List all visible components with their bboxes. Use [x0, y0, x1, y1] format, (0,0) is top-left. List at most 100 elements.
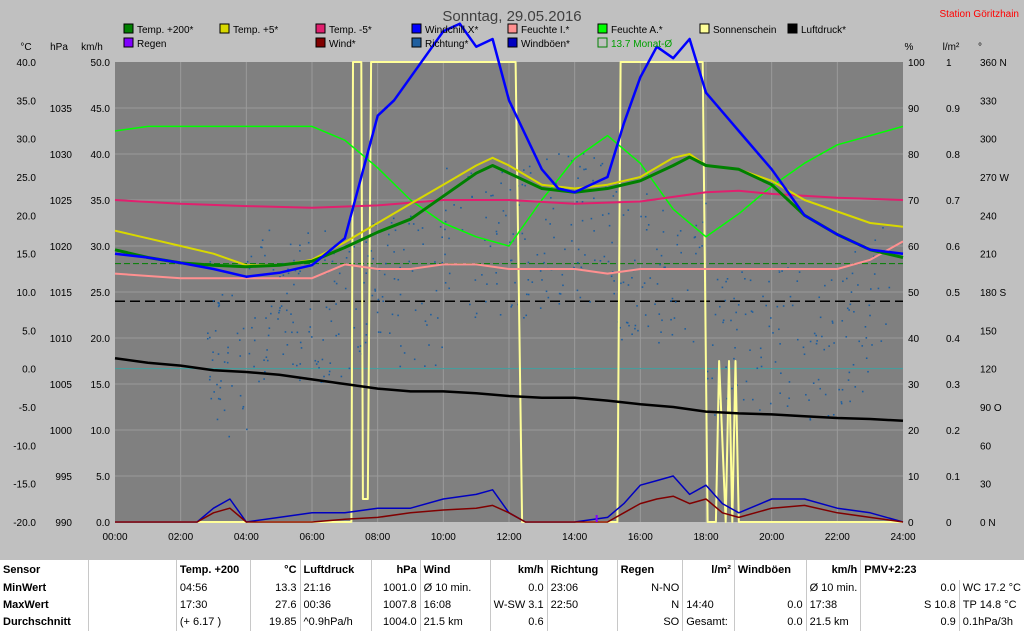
wind-direction-point	[641, 286, 644, 288]
wind-direction-point	[460, 206, 462, 209]
wind-direction-point	[485, 300, 487, 303]
wind-direction-point	[869, 288, 872, 290]
wind-direction-point	[725, 366, 727, 369]
wind-direction-point	[413, 358, 416, 361]
wind-direction-point	[824, 393, 827, 396]
wind-direction-point	[823, 348, 826, 351]
wind-direction-point	[246, 428, 248, 431]
wind-direction-point	[885, 323, 887, 325]
wind-direction-point	[441, 346, 443, 349]
wind-direction-point	[299, 250, 301, 252]
wind-direction-point	[711, 344, 714, 346]
wind-direction-point	[816, 340, 818, 342]
series-line-sonnenschein	[115, 61, 903, 523]
axis-unit-unit_rain: l/m²	[943, 42, 960, 53]
wind-direction-point	[217, 353, 220, 355]
wind-direction-point	[573, 266, 575, 269]
wind-direction-point	[607, 212, 610, 215]
wind-direction-point	[260, 246, 262, 248]
wind-direction-point	[774, 361, 777, 363]
wind-direction-point	[737, 304, 740, 306]
wind-direction-point	[854, 386, 857, 388]
wind-direction-point	[769, 317, 772, 319]
weather-chart: Sonntag, 29.05.2016 Station Göritzhain °C h…	[13, 8, 1019, 543]
temp-tick-label: 35.0	[17, 96, 37, 107]
wind-direction-point	[706, 370, 709, 373]
stats-cell: W-SW 3.1	[489, 597, 548, 615]
hpa-tick-label: 1005	[50, 380, 73, 391]
wind-direction-point	[553, 236, 555, 239]
wind-direction-point	[216, 383, 218, 386]
wind-direction-point	[634, 327, 636, 330]
wind-direction-point	[833, 342, 835, 344]
stats-cell: Ø 10 min.	[419, 580, 491, 598]
wind-direction-point	[484, 239, 486, 241]
wind-direction-point	[524, 184, 527, 187]
wind-direction-point	[842, 280, 844, 283]
wind-direction-point	[671, 333, 674, 336]
legend-item: Temp. -5*	[315, 23, 372, 36]
wind-direction-point	[831, 322, 834, 324]
wind-direction-point	[622, 214, 625, 216]
wind-direction-point	[317, 360, 319, 363]
stats-cell: 04:56	[175, 580, 251, 598]
wind-direction-point	[329, 362, 332, 364]
hpa-tick-label: 990	[55, 518, 72, 529]
deg-tick-label: 60	[980, 441, 992, 452]
wind-direction-point	[509, 241, 511, 244]
wind-direction-point	[266, 359, 269, 362]
wind-direction-point	[345, 257, 348, 259]
rain-tick-label: 0.4	[946, 334, 960, 345]
wind-direction-point	[845, 277, 848, 280]
wind-direction-point	[428, 344, 430, 346]
legend-swatch	[315, 23, 326, 34]
wind-direction-point	[439, 226, 442, 228]
wind-direction-point	[400, 345, 402, 347]
wind-direction-point	[647, 224, 650, 226]
wind-direction-point	[307, 232, 309, 234]
legend-item: Wind*	[315, 37, 356, 50]
wind-direction-point	[756, 367, 759, 370]
stats-cell: 16:08	[419, 597, 491, 615]
wind-direction-point	[714, 313, 717, 316]
wind-direction-point	[579, 165, 581, 168]
wind-direction-point	[389, 332, 391, 334]
wind-direction-point	[749, 349, 751, 352]
wind-direction-point	[253, 339, 256, 342]
stats-cell: 14:40	[682, 597, 735, 615]
wind-direction-point	[278, 311, 280, 314]
wind-direction-point	[868, 304, 871, 307]
wind-direction-point	[798, 271, 801, 273]
wind-direction-point	[446, 167, 448, 170]
stats-header-row: Sensor Temp. +200 °C Luftdruck hPa Wind km/h Ri…	[0, 560, 1024, 581]
axis-unit-unit_hpa: hPa	[50, 42, 68, 53]
wind-direction-point	[253, 365, 255, 368]
wind-direction-point	[695, 252, 697, 255]
pct-tick-label: 40	[908, 334, 920, 345]
stats-cell: (+ 6.17 )	[175, 614, 251, 631]
wind-direction-point	[393, 251, 395, 253]
stats-header-cell: km/h	[489, 560, 548, 581]
wind-direction-point	[496, 283, 498, 285]
temp-tick-label: -15.0	[13, 480, 36, 491]
wind-direction-point	[562, 284, 564, 287]
wind-direction-point	[485, 191, 487, 193]
wind-direction-point	[307, 241, 310, 244]
wind-direction-point	[261, 239, 264, 242]
stats-cell: 0.0	[733, 614, 807, 631]
wind-direction-point	[510, 305, 513, 308]
wind-direction-point	[819, 316, 822, 319]
stats-cell: 21:16	[299, 580, 371, 598]
wind-direction-point	[742, 398, 745, 401]
legend-label: Temp. -5*	[329, 25, 372, 36]
wind-direction-point	[290, 313, 292, 315]
wind-direction-point	[871, 344, 873, 346]
wind-direction-point	[353, 246, 355, 248]
wind-direction-point	[543, 261, 545, 264]
wind-direction-point	[607, 260, 610, 263]
wind-direction-point	[314, 359, 317, 362]
wind-direction-point	[865, 357, 868, 360]
wind-direction-point	[412, 223, 415, 225]
wind-direction-point	[321, 358, 324, 361]
